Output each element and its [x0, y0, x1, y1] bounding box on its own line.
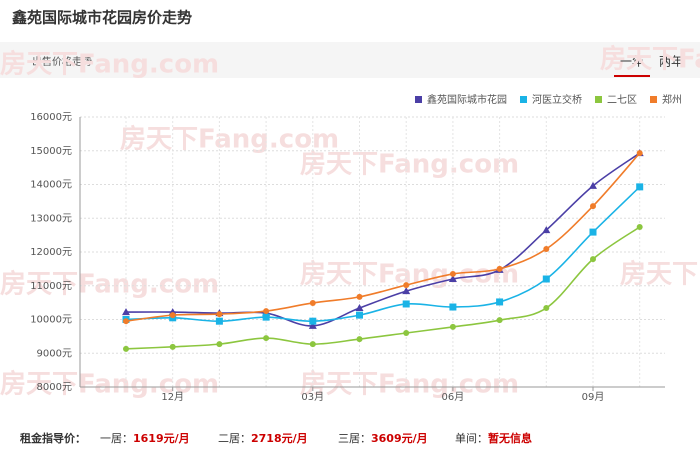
x-tick-label: 03月: [301, 391, 324, 403]
point: [169, 312, 176, 319]
footer-item-name: 单间：: [455, 432, 488, 445]
point: [542, 226, 551, 234]
y-tick-label: 12000元: [30, 247, 72, 258]
legend-swatch: [650, 96, 657, 103]
point: [309, 299, 316, 306]
legend-swatch: [595, 96, 602, 103]
watermark: 房天下Fang.com: [300, 150, 519, 180]
point: [355, 304, 364, 312]
series-line: [125, 186, 641, 322]
watermark: 房天下Fang.com: [0, 370, 219, 400]
point: [496, 317, 503, 324]
point: [590, 203, 596, 210]
point: [589, 181, 597, 189]
x-tick-label: 06月: [442, 391, 465, 403]
point: [402, 287, 411, 295]
point: [308, 321, 317, 329]
legend-label: 郑州: [662, 93, 682, 106]
series-line: [125, 152, 641, 327]
point: [403, 282, 410, 289]
point: [122, 308, 130, 316]
point: [309, 341, 316, 348]
watermark: 房天下Fang.com: [120, 125, 339, 155]
y-tick-label: 10000元: [30, 315, 72, 326]
y-tick-label: 14000元: [30, 180, 72, 191]
point: [449, 270, 456, 277]
footer-item-name: 一居：: [100, 432, 133, 445]
point: [216, 311, 223, 318]
footer-item-name: 三居：: [338, 432, 371, 445]
point: [356, 293, 363, 300]
tab[interactable]: 一年: [620, 55, 644, 69]
x-tick-label: 09月: [582, 391, 605, 403]
point: [262, 313, 270, 321]
point: [496, 298, 504, 306]
point: [589, 228, 597, 236]
watermark: 房天下Fang.com: [0, 270, 219, 300]
page-title: 鑫苑国际城市花园房价走势: [11, 9, 192, 27]
watermark: 房天下Fang.com: [0, 50, 219, 80]
point: [449, 303, 457, 311]
point: [215, 317, 223, 325]
footer-item-value: 3609元/月: [371, 432, 428, 445]
point: [448, 275, 457, 282]
point: [543, 245, 550, 252]
legend-label: 河医立交桥: [532, 93, 582, 106]
footer-label: 租金指导价：: [20, 431, 86, 445]
header-bar: [0, 42, 700, 78]
x-tick-label: 12月: [161, 391, 184, 403]
footer-item-name: 二居：: [218, 432, 251, 445]
point: [169, 343, 176, 350]
footer-item-value: 暂无信息: [488, 431, 532, 445]
point: [636, 150, 643, 157]
watermark: 房天下Fang.com: [300, 370, 519, 400]
point: [263, 335, 270, 342]
point: [403, 330, 410, 336]
point: [123, 318, 129, 325]
subtitle: 出售价格走势: [32, 55, 92, 68]
legend-swatch: [415, 96, 422, 103]
point: [356, 336, 363, 343]
legend-label: 二七区: [607, 94, 637, 106]
point: [449, 323, 456, 330]
watermark: 房天下Fang.com: [620, 260, 700, 290]
point: [123, 345, 129, 352]
watermark: 房天下Fang.com: [600, 45, 700, 75]
legend-swatch: [520, 96, 527, 103]
point: [356, 311, 363, 319]
point: [496, 265, 503, 272]
point: [263, 308, 270, 315]
point: [636, 224, 643, 231]
tab[interactable]: 两年: [659, 55, 683, 69]
point: [402, 300, 410, 308]
y-tick-label: 13000元: [30, 213, 72, 224]
legend-label: 鑫苑国际城市花园: [427, 93, 507, 106]
point: [543, 305, 550, 312]
y-tick-label: 8000元: [37, 382, 72, 393]
point: [542, 275, 550, 283]
point: [216, 341, 223, 348]
y-tick-label: 15000元: [30, 146, 72, 157]
y-tick-label: 11000元: [30, 281, 72, 292]
footer-item-value: 1619元/月: [133, 432, 190, 445]
y-tick-label: 9000元: [37, 348, 72, 359]
point: [636, 183, 644, 191]
point: [590, 256, 596, 263]
point: [309, 317, 317, 325]
y-tick-label: 16000元: [30, 112, 72, 123]
footer-item-value: 2718元/月: [251, 432, 308, 445]
